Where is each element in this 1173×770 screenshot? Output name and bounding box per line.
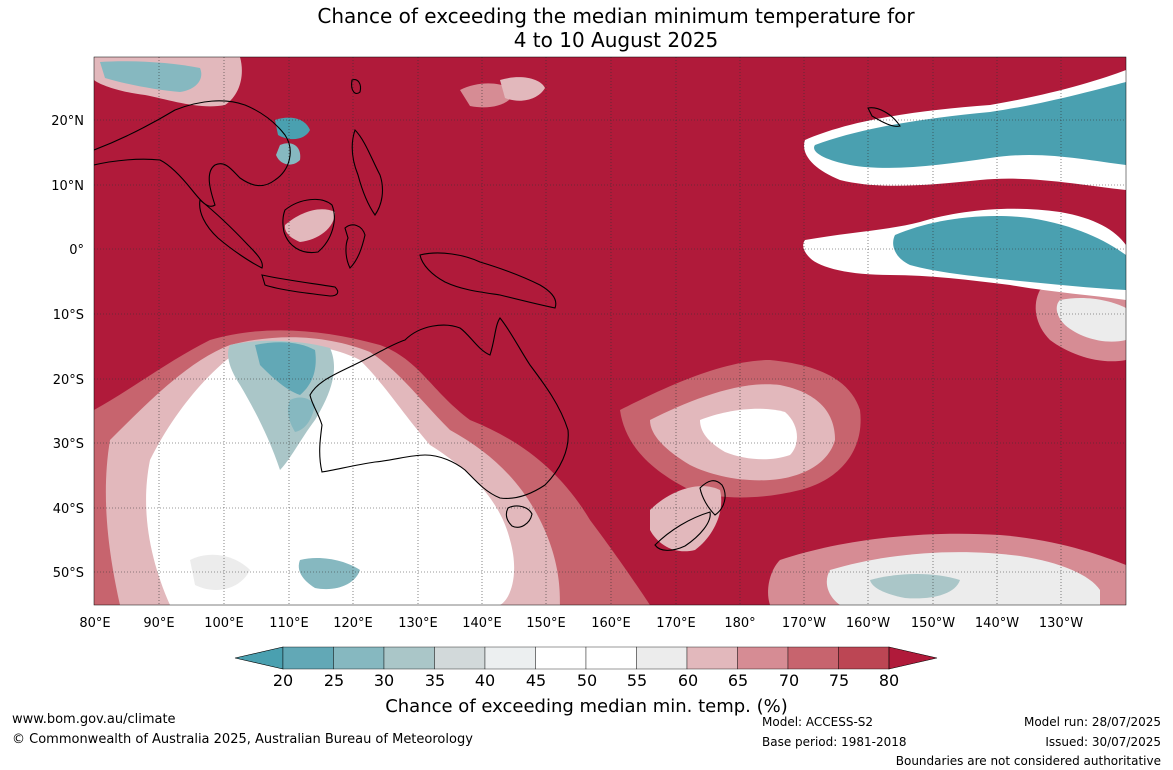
colorbar-tick-label: 50 <box>577 671 597 690</box>
colorbar <box>234 646 938 670</box>
footer-url[interactable]: www.bom.gov.au/climate <box>12 712 176 727</box>
sumatra-coastline <box>199 198 263 269</box>
colorbar-label: Chance of exceeding median min. temp. (%… <box>385 696 788 717</box>
region-north-pacific-cool <box>803 70 1126 300</box>
colorbar-segment <box>434 646 486 670</box>
footer-issued: Issued: 30/07/2025 <box>1045 735 1161 749</box>
lat-label: 40°S <box>53 502 84 517</box>
lon-label: 120°E <box>333 616 373 631</box>
lon-label: 150°W <box>911 616 955 631</box>
colorbar-arrow-high <box>888 646 938 670</box>
colorbar-tick-label: 25 <box>324 671 344 690</box>
footer-copyright: © Commonwealth of Australia 2025, Austra… <box>12 732 473 747</box>
colorbar-tick-label: 30 <box>374 671 394 690</box>
colorbar-segment <box>787 646 839 670</box>
colorbar-segment <box>333 646 385 670</box>
lon-label: 170°E <box>656 616 696 631</box>
colorbar-segment <box>686 646 738 670</box>
colorbar-tick-label: 40 <box>475 671 495 690</box>
footer-model: Model: ACCESS-S2 <box>762 715 874 729</box>
colorbar-segment <box>585 646 637 670</box>
sulawesi-coastline <box>344 224 366 269</box>
footer-disclaimer: Boundaries are not considered authoritat… <box>895 754 1161 768</box>
lon-label: 180° <box>724 616 755 631</box>
colorbar-tick-label: 55 <box>627 671 647 690</box>
lon-label: 130°W <box>1039 616 1083 631</box>
colorbar-tick-label: 45 <box>526 671 546 690</box>
colorbar-segment <box>535 646 587 670</box>
lon-label: 140°E <box>462 616 502 631</box>
lon-label: 170°W <box>782 616 826 631</box>
java-coastline <box>261 274 339 297</box>
lon-label: 140°W <box>975 616 1019 631</box>
lon-label: 130°E <box>398 616 438 631</box>
lon-label: 160°W <box>846 616 890 631</box>
footer-model-run: Model run: 28/07/2025 <box>1023 715 1161 729</box>
colorbar-tick-label: 75 <box>829 671 849 690</box>
new-zealand-north-coastline <box>699 480 726 516</box>
colorbar-tick-label: 60 <box>678 671 698 690</box>
title-line-1: Chance of exceeding the median minimum t… <box>317 4 915 28</box>
map-frame <box>93 56 1127 606</box>
hawaii-coastline <box>867 107 901 127</box>
lon-label: 150°E <box>526 616 566 631</box>
lon-label: 160°E <box>591 616 631 631</box>
colorbar-segment <box>838 646 890 670</box>
colorbar-ticks: 20 25 30 35 40 45 50 55 60 65 70 75 80 <box>273 671 899 690</box>
lon-label: 80°E <box>79 616 110 631</box>
colorbar-tick-label: 70 <box>779 671 799 690</box>
title-line-2: 4 to 10 August 2025 <box>513 28 719 52</box>
lat-label: 50°S <box>53 566 84 581</box>
lon-label: 100°E <box>204 616 244 631</box>
lat-label: 10°S <box>53 308 84 323</box>
longitude-labels: 80°E 90°E 100°E 110°E 120°E 130°E 140°E … <box>79 616 1083 631</box>
taiwan-coastline <box>351 79 362 95</box>
mainland-asia-coastline <box>94 100 291 207</box>
colorbar-segment <box>737 646 789 670</box>
colorbar-tick-label: 80 <box>879 671 899 690</box>
lon-label: 90°E <box>143 616 174 631</box>
new-guinea-coastline <box>419 252 557 309</box>
colorbar-tick-label: 65 <box>728 671 748 690</box>
colorbar-segment <box>282 646 334 670</box>
region-asia-patches <box>94 57 545 242</box>
region-south-pacific <box>768 284 1126 605</box>
colorbar-segment <box>636 646 688 670</box>
lat-label: 20°N <box>51 114 84 129</box>
new-zealand-south-coastline <box>654 511 711 551</box>
coastlines <box>94 79 901 551</box>
colorbar-segment <box>383 646 435 670</box>
lat-label: 10°N <box>51 179 84 194</box>
map-title: Chance of exceeding the median minimum t… <box>0 4 1173 52</box>
lat-label: 30°S <box>53 437 84 452</box>
tasmania-coastline <box>505 505 533 528</box>
colorbar-segment <box>484 646 536 670</box>
lon-label: 110°E <box>269 616 309 631</box>
philippines-coastline <box>351 128 384 216</box>
lat-label: 0° <box>69 243 84 258</box>
lat-label: 20°S <box>53 373 84 388</box>
colorbar-arrow-low <box>234 646 284 670</box>
borneo-coastline <box>282 198 335 254</box>
australia-coastline <box>309 317 569 499</box>
latitude-labels: 20°N 10°N 0° 10°S 20°S 30°S 40°S 50°S <box>51 114 84 581</box>
region-tasman-sea <box>620 360 861 552</box>
colorbar-tick-label: 20 <box>273 671 293 690</box>
colorbar-tick-label: 35 <box>425 671 445 690</box>
region-southern-indian-ocean <box>94 330 650 605</box>
footer-base-period: Base period: 1981-2018 <box>762 735 907 749</box>
